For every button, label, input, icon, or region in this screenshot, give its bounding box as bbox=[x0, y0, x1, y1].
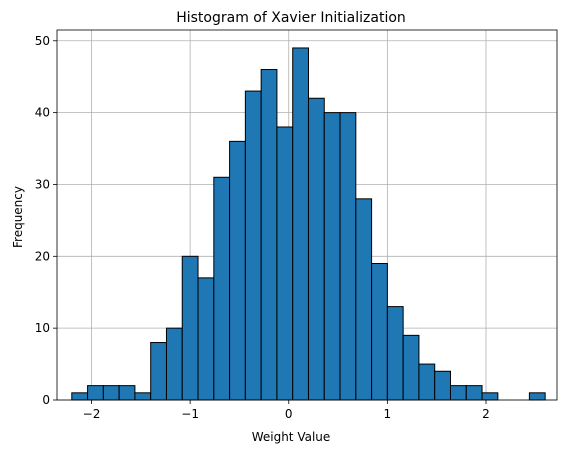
histogram-bar bbox=[355, 198, 373, 401]
y-axis-ticks: 0 10 20 30 40 50 bbox=[35, 34, 57, 407]
histogram-bar bbox=[102, 385, 120, 401]
y-tick-label: 10 bbox=[35, 321, 50, 335]
histogram-bar bbox=[528, 392, 546, 401]
histogram-bar bbox=[323, 112, 341, 401]
histogram-bar bbox=[197, 277, 215, 401]
x-tick-label: −1 bbox=[181, 407, 199, 421]
y-axis-label: Frequency bbox=[11, 186, 25, 248]
x-axis-ticks: −2 −1 0 1 2 bbox=[83, 400, 490, 421]
histogram-bar bbox=[71, 392, 89, 401]
x-tick-label: 2 bbox=[482, 407, 490, 421]
histogram-bar bbox=[118, 385, 136, 401]
histogram-bars bbox=[71, 47, 546, 401]
histogram-bar bbox=[165, 327, 183, 401]
chart-title: Histogram of Xavier Initialization bbox=[176, 10, 406, 26]
y-tick-label: 40 bbox=[35, 106, 50, 120]
y-tick-label: 0 bbox=[42, 393, 50, 407]
y-tick-label: 50 bbox=[35, 34, 50, 48]
plot-frame bbox=[56, 29, 558, 401]
histogram-bar bbox=[371, 262, 388, 401]
histogram-bar bbox=[260, 69, 278, 401]
x-tick-label: 1 bbox=[384, 407, 392, 421]
histogram-bar bbox=[307, 97, 325, 401]
histogram-bar bbox=[134, 392, 152, 401]
histogram-bar bbox=[386, 306, 404, 401]
histogram-bar bbox=[150, 342, 167, 401]
histogram-bar bbox=[229, 140, 246, 401]
histogram-bar bbox=[465, 385, 483, 401]
histogram-bar bbox=[339, 112, 357, 401]
y-tick-label: 30 bbox=[35, 177, 50, 191]
y-tick-label: 20 bbox=[35, 249, 50, 263]
histogram-bar bbox=[276, 126, 294, 401]
histogram-bar bbox=[481, 392, 499, 401]
histogram-bar bbox=[292, 47, 309, 401]
histogram-bar bbox=[181, 255, 199, 401]
histogram-bar bbox=[87, 385, 104, 401]
histogram-bar bbox=[449, 385, 467, 401]
histogram-bar bbox=[434, 370, 451, 401]
histogram-bar bbox=[213, 176, 231, 401]
x-tick-label: 0 bbox=[285, 407, 293, 421]
x-axis-label: Weight Value bbox=[252, 430, 331, 444]
histogram-bar bbox=[418, 363, 436, 401]
histogram-bar bbox=[402, 334, 420, 401]
x-tick-label: −2 bbox=[83, 407, 101, 421]
histogram-bar bbox=[244, 90, 262, 401]
